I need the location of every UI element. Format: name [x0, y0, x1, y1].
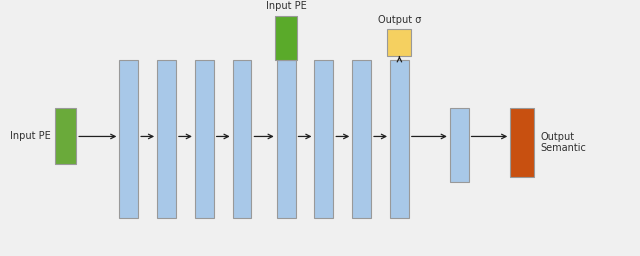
Text: Output
Semantic: Output Semantic: [540, 132, 586, 153]
Text: Input PE: Input PE: [10, 132, 51, 142]
Bar: [119, 60, 138, 218]
Bar: [510, 109, 534, 177]
Bar: [352, 60, 371, 218]
Bar: [450, 109, 468, 182]
Text: Output σ: Output σ: [378, 15, 421, 25]
Bar: [232, 60, 252, 218]
Bar: [157, 60, 176, 218]
Bar: [275, 16, 297, 60]
Text: Input PE: Input PE: [266, 2, 307, 12]
Bar: [276, 60, 296, 218]
Bar: [195, 60, 214, 218]
Bar: [390, 60, 409, 218]
Bar: [314, 60, 333, 218]
Bar: [387, 29, 412, 56]
Bar: [56, 109, 76, 164]
